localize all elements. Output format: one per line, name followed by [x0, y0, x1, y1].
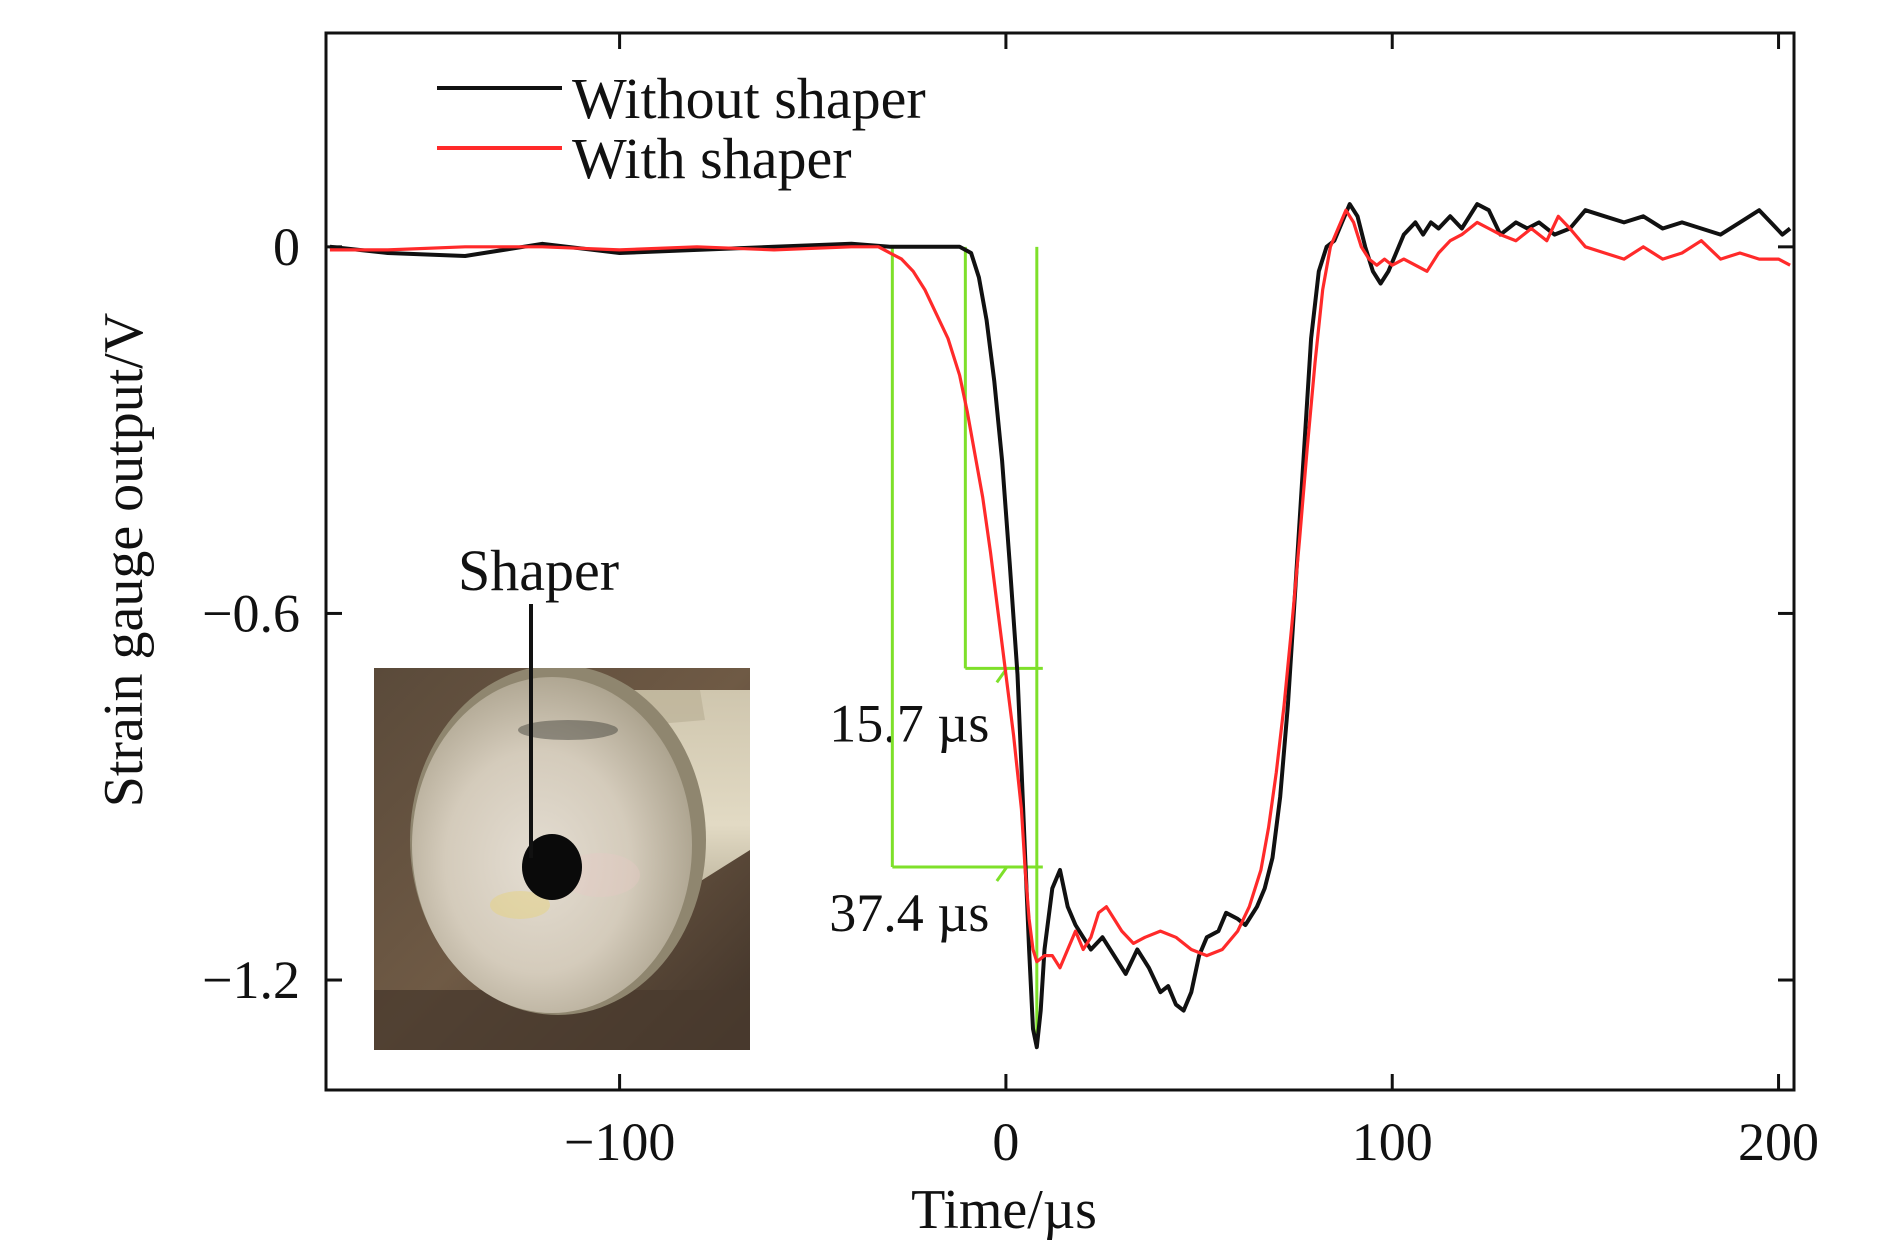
inset-photo-label: Shaper	[458, 538, 619, 603]
x-tick-label: −100	[564, 1112, 675, 1172]
x-tick-label: 100	[1352, 1112, 1433, 1172]
x-axis: −100 0 100 200	[564, 33, 1819, 1172]
y-axis-title: Strain gauge output/V	[93, 313, 155, 808]
y-tick-label: −0.6	[202, 583, 300, 643]
annotation-pointer	[995, 866, 1009, 882]
series-line-with-shaper	[329, 208, 1791, 970]
y-tick-label: −1.2	[202, 950, 300, 1010]
inset-photo	[374, 668, 750, 1050]
legend-label-with-shaper: With shaper	[572, 126, 852, 191]
annotation-label: 37.4 µs	[829, 883, 989, 943]
x-tick-label: 200	[1738, 1112, 1819, 1172]
x-axis-title: Time/µs	[911, 1179, 1097, 1241]
legend: Without shaper With shaper	[437, 66, 926, 191]
legend-label-without-shaper: Without shaper	[572, 66, 926, 131]
series-line-without-shaper	[329, 202, 1792, 1050]
y-axis: 0 −0.6 −1.2	[202, 217, 1794, 1010]
plot-frame	[324, 31, 1796, 1092]
annotations: 15.7 µs 37.4 µs	[829, 246, 1043, 1048]
x-tick-label: 0	[992, 1112, 1019, 1172]
annotation-label: 15.7 µs	[829, 694, 989, 754]
series-layer	[329, 202, 1792, 1050]
y-tick-label: 0	[273, 217, 300, 277]
